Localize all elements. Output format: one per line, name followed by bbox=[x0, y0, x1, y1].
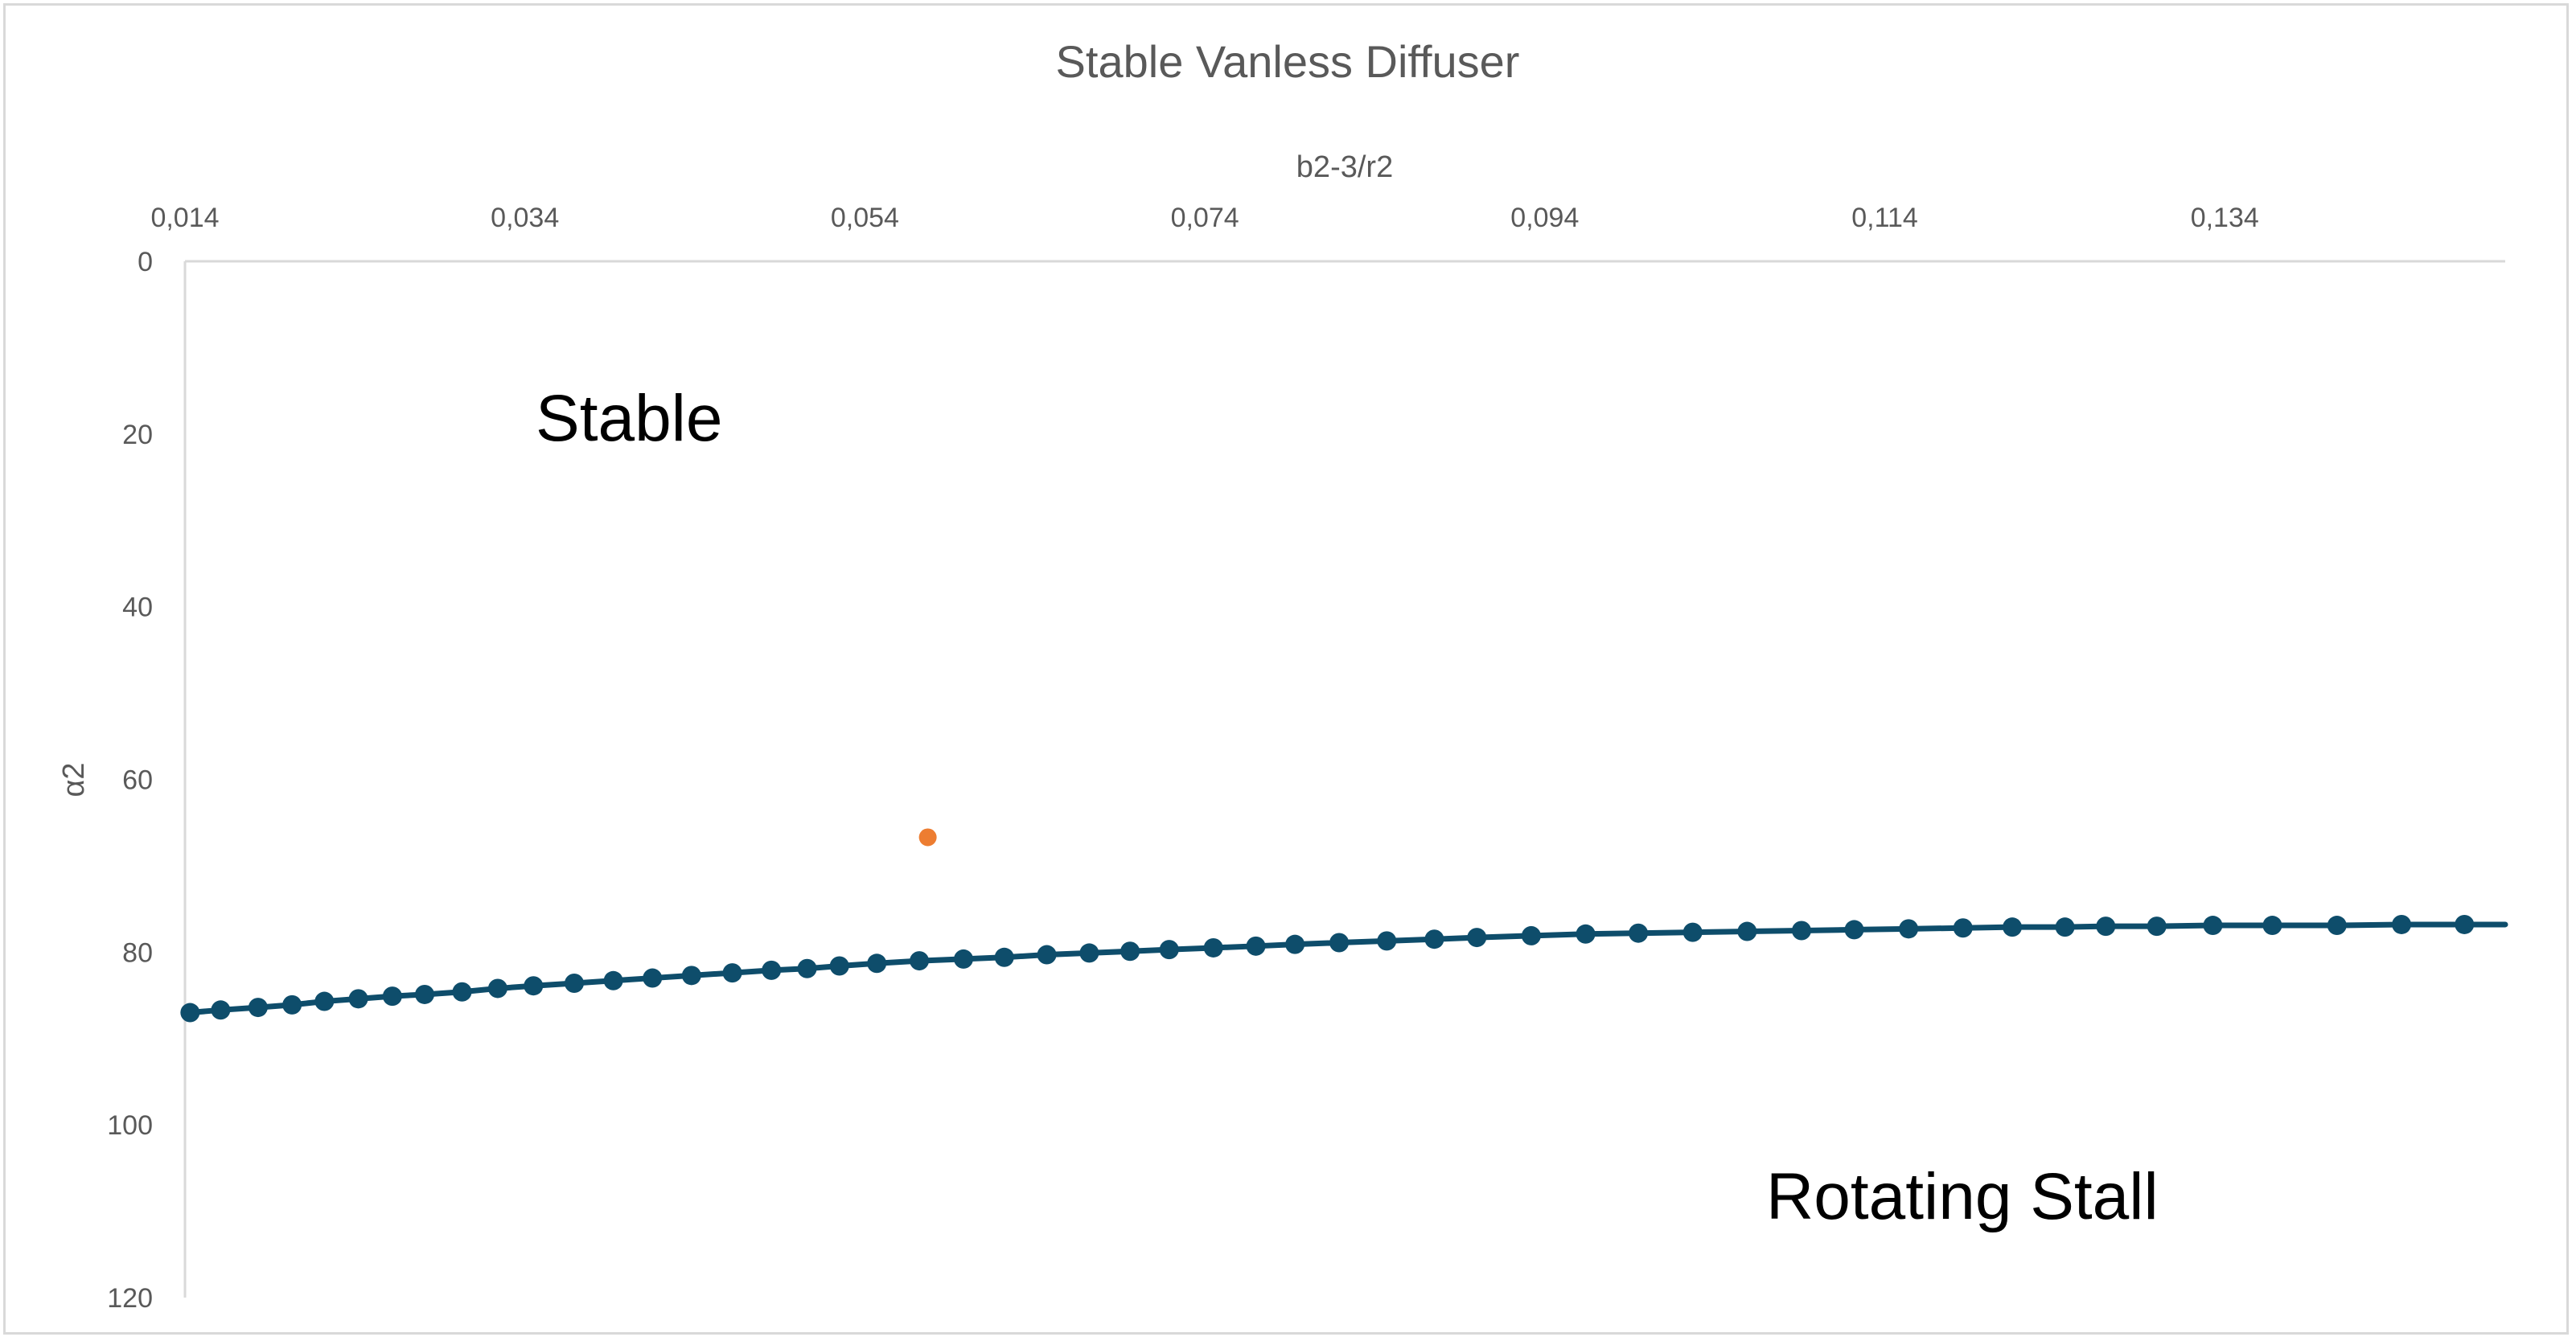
annotation-layer: Stable Rotating Stall bbox=[536, 382, 2159, 1233]
series-line bbox=[187, 921, 2508, 1016]
operating-point-marker bbox=[918, 828, 937, 847]
series-marker bbox=[2203, 916, 2223, 936]
series-marker bbox=[1203, 937, 1223, 958]
series-marker bbox=[1424, 929, 1444, 949]
y-tick-label: 0 bbox=[138, 247, 153, 277]
series-marker bbox=[314, 991, 335, 1011]
series-marker bbox=[2147, 917, 2167, 937]
series-marker bbox=[211, 1000, 231, 1020]
series-marker bbox=[348, 989, 368, 1009]
series-marker bbox=[994, 947, 1014, 967]
series-marker bbox=[722, 963, 742, 983]
series-marker bbox=[2392, 914, 2412, 934]
series-marker bbox=[1285, 934, 1305, 954]
y-axis-title: α2 bbox=[57, 762, 91, 797]
series-marker bbox=[1682, 922, 1703, 942]
series-marker bbox=[1791, 921, 1811, 941]
series-marker bbox=[910, 951, 930, 971]
series-marker bbox=[1737, 921, 1757, 941]
chart-title: Stable Vanless Diffuser bbox=[1056, 36, 1520, 87]
series-marker bbox=[452, 982, 472, 1002]
series-marker bbox=[1521, 925, 1541, 945]
series-marker bbox=[1467, 928, 1487, 948]
series-marker bbox=[762, 960, 782, 980]
series-marker bbox=[1037, 945, 1057, 965]
series-marker bbox=[1246, 936, 1266, 956]
series-marker bbox=[180, 1003, 200, 1023]
x-tick-labels: 0,014 0,034 0,054 0,074 0,094 0,114 0,134 bbox=[150, 203, 2258, 233]
series-marker bbox=[565, 974, 585, 994]
series-marker bbox=[829, 956, 849, 976]
series-marker bbox=[797, 958, 817, 978]
series-marker bbox=[867, 953, 887, 974]
x-tick-label: 0,074 bbox=[1171, 203, 1239, 233]
y-tick-label: 80 bbox=[122, 937, 153, 968]
x-tick-label: 0,014 bbox=[150, 203, 219, 233]
y-tick-label: 40 bbox=[122, 593, 153, 623]
x-tick-label: 0,094 bbox=[1510, 203, 1579, 233]
series-marker bbox=[603, 970, 623, 990]
series-marker bbox=[524, 976, 544, 996]
series-marker bbox=[248, 998, 268, 1018]
y-tick-label: 20 bbox=[122, 420, 153, 450]
x-tick-label: 0,114 bbox=[1851, 203, 1918, 233]
rotating-stall-region-label: Rotating Stall bbox=[1766, 1160, 2159, 1233]
series-marker bbox=[2327, 916, 2347, 936]
series-layer bbox=[180, 828, 2508, 1023]
series-marker bbox=[1159, 940, 1179, 960]
y-tick-label: 60 bbox=[122, 765, 153, 796]
series-marker bbox=[681, 966, 701, 986]
series-marker bbox=[2096, 917, 2116, 937]
series-marker bbox=[2055, 917, 2075, 937]
series-marker bbox=[2003, 917, 2023, 937]
series-marker bbox=[2262, 916, 2282, 936]
series-marker bbox=[954, 949, 974, 969]
series-marker bbox=[1377, 931, 1397, 951]
series-marker bbox=[415, 984, 435, 1004]
x-tick-label: 0,034 bbox=[491, 203, 559, 233]
series-marker bbox=[487, 978, 507, 999]
stable-region-label: Stable bbox=[536, 382, 723, 455]
y-tick-labels: 0 20 40 60 80 100 120 bbox=[107, 247, 153, 1314]
series-marker bbox=[282, 994, 302, 1015]
series-marker bbox=[1844, 920, 1864, 940]
series-marker bbox=[1079, 943, 1099, 963]
series-marker bbox=[1899, 919, 1919, 939]
series-marker bbox=[1629, 923, 1649, 943]
series-marker bbox=[643, 968, 663, 988]
series-marker bbox=[1329, 933, 1350, 953]
chart-area bbox=[3, 3, 2569, 1335]
y-tick-label: 120 bbox=[107, 1283, 153, 1314]
series-marker bbox=[2455, 914, 2475, 934]
series-marker bbox=[1120, 941, 1140, 962]
x-axis-title: b2-3/r2 bbox=[1296, 150, 1393, 184]
y-tick-label: 100 bbox=[107, 1110, 153, 1141]
series-marker bbox=[1576, 924, 1596, 944]
x-tick-label: 0,134 bbox=[2191, 203, 2259, 233]
x-tick-label: 0,054 bbox=[831, 203, 899, 233]
series-marker bbox=[382, 986, 402, 1007]
series-marker bbox=[1953, 918, 1973, 938]
